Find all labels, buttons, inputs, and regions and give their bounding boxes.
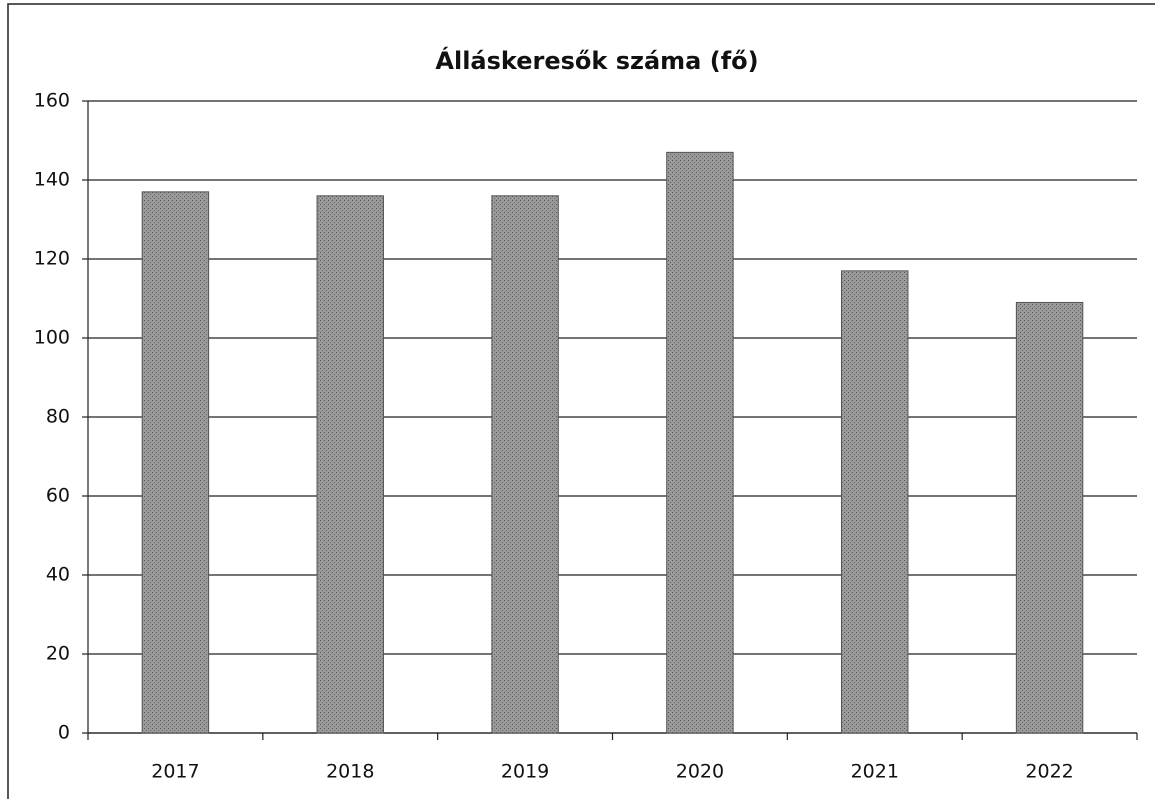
chart-frame: [7, 3, 1155, 799]
bar: [141, 191, 210, 734]
bar: [316, 195, 384, 734]
y-tick-label: 0: [58, 722, 70, 744]
y-tick-label: 40: [46, 564, 70, 586]
x-tick-label: 2018: [326, 761, 374, 783]
x-tick-label: 2021: [851, 761, 899, 783]
bar: [666, 151, 734, 734]
x-tick-label: 2020: [676, 761, 724, 783]
x-tick-label: 2017: [151, 761, 199, 783]
bar: [1015, 301, 1084, 734]
y-tick-label: 60: [46, 485, 70, 507]
y-tick-label: 140: [34, 169, 70, 191]
bar: [491, 195, 559, 734]
bar: [841, 270, 909, 734]
y-tick-label: 160: [34, 90, 70, 112]
y-tick-label: 80: [46, 406, 70, 428]
y-tick-label: 20: [46, 643, 70, 665]
x-tick-label: 2019: [501, 761, 549, 783]
y-tick-label: 120: [34, 248, 70, 270]
chart-title: Álláskeresők száma (fő): [435, 46, 758, 75]
x-tick-label: 2022: [1025, 761, 1073, 783]
y-tick-label: 100: [34, 327, 70, 349]
